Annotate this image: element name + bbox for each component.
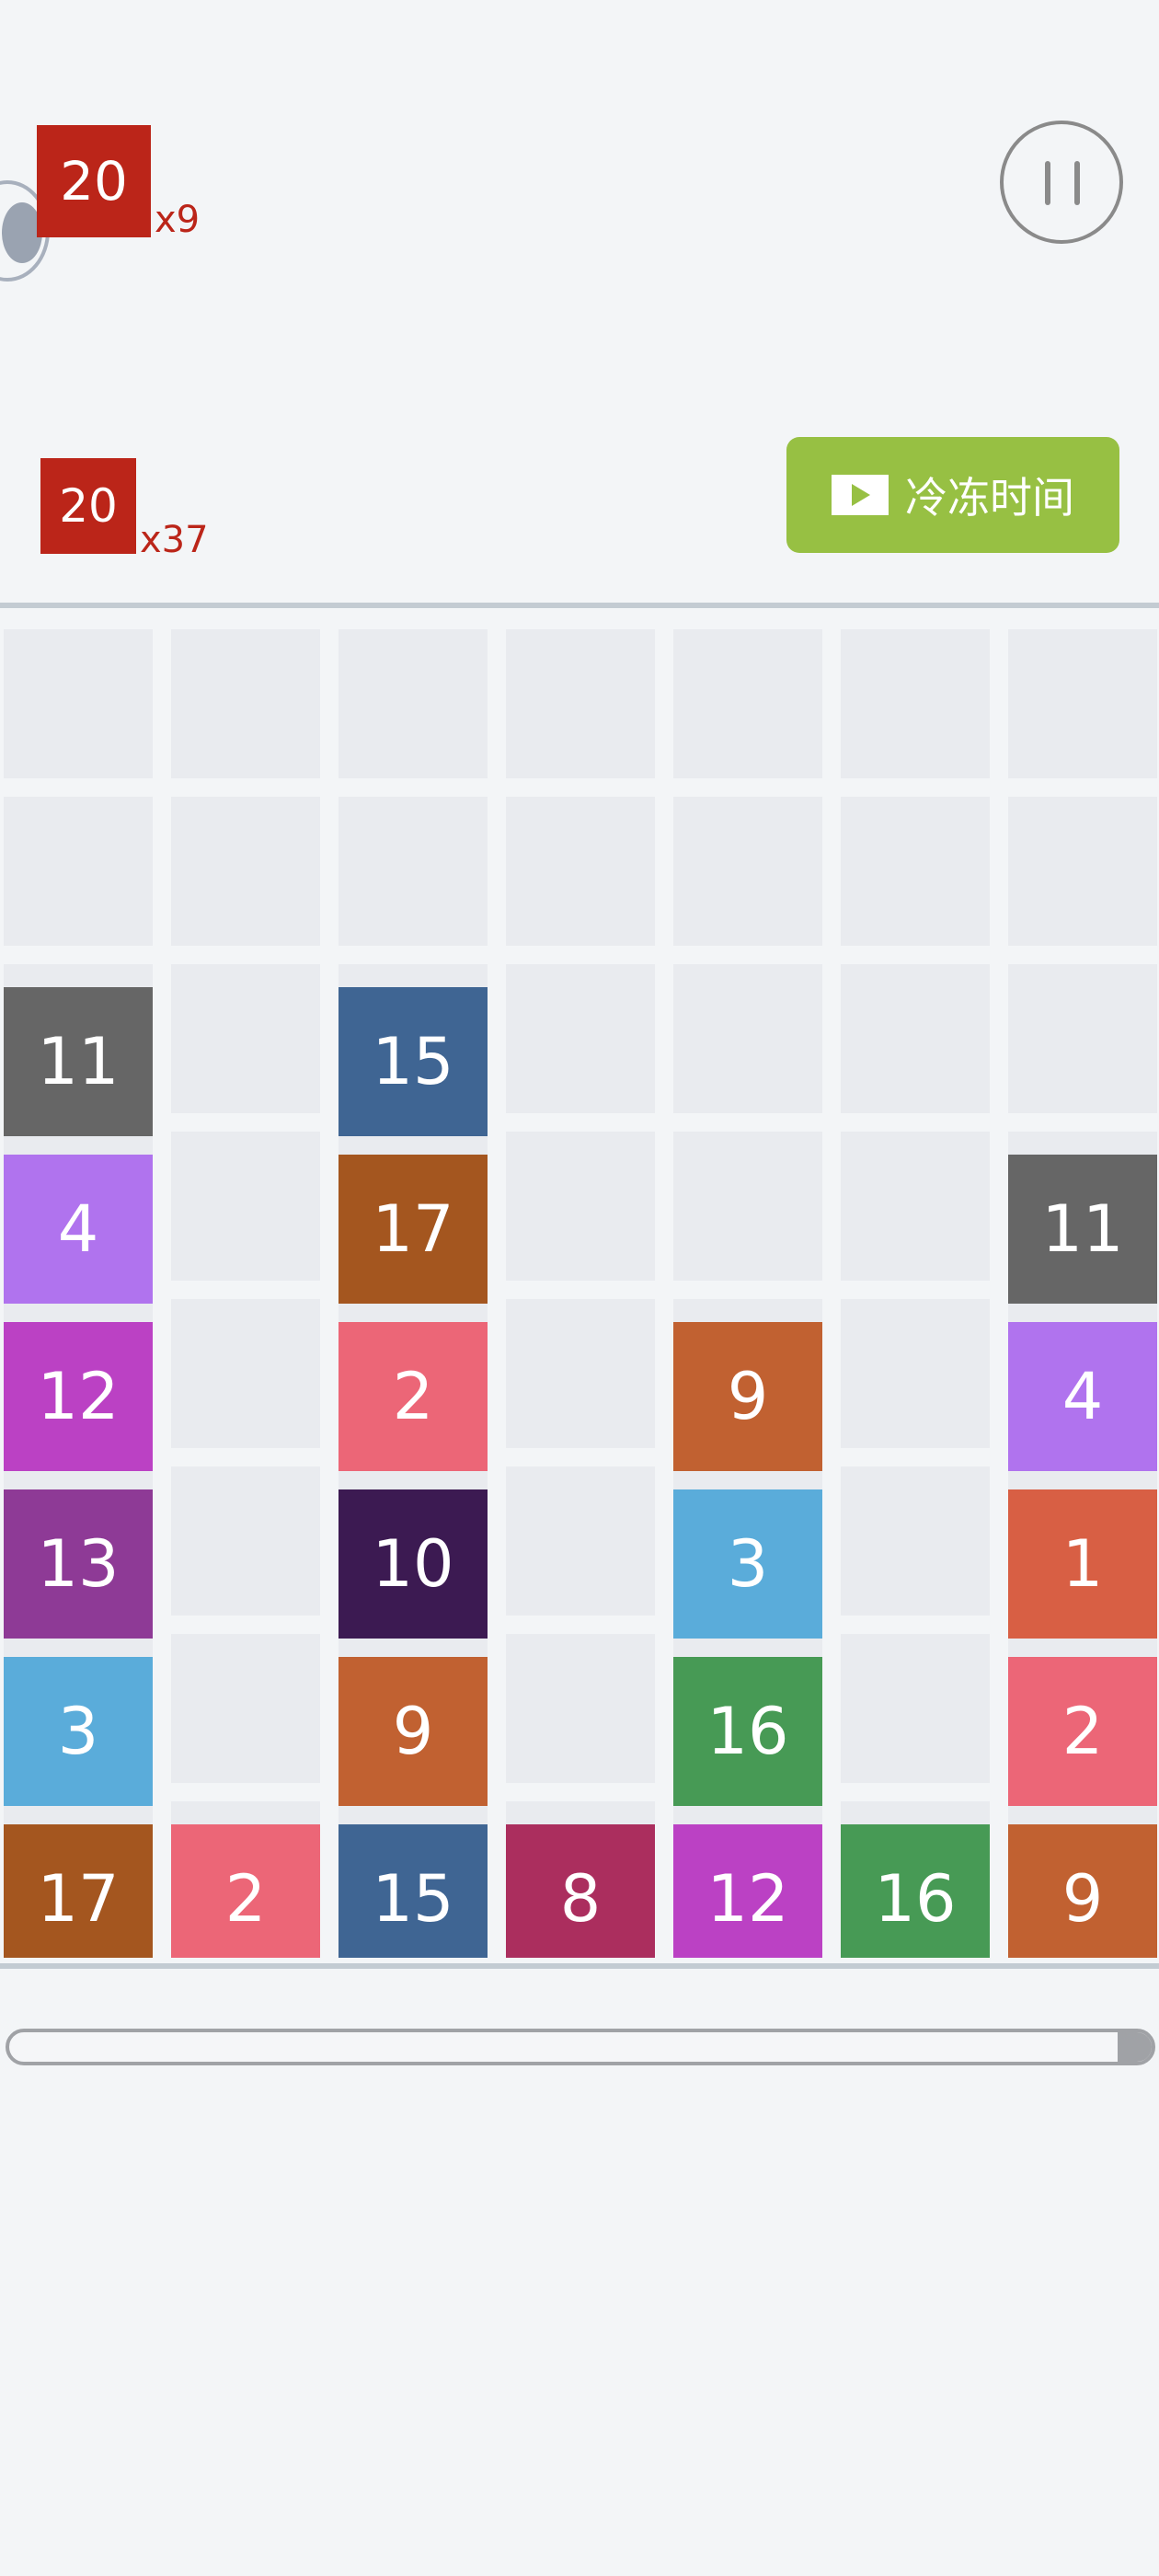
- empty-cell[interactable]: [841, 1466, 990, 1616]
- number-tile[interactable]: 15: [339, 1824, 488, 1958]
- empty-cell[interactable]: [673, 1132, 822, 1281]
- number-tile[interactable]: 17: [339, 1155, 488, 1304]
- freeze-time-label: 冷冻时间: [905, 474, 1074, 522]
- game-board[interactable]: 11 4 12 13 3 17 2 15 17 2 10 9 15 8 9 3 16 12 16 11 4 1 2 9: [0, 610, 1159, 1958]
- empty-cell[interactable]: [339, 629, 488, 778]
- empty-cell[interactable]: [841, 1132, 990, 1281]
- empty-cell[interactable]: [1008, 797, 1157, 946]
- empty-cell[interactable]: [171, 1299, 320, 1448]
- progress-fill: [1117, 2032, 1152, 2062]
- pause-icon: [1045, 161, 1050, 205]
- empty-cell[interactable]: [171, 1466, 320, 1616]
- empty-cell[interactable]: [1008, 629, 1157, 778]
- number-tile[interactable]: 16: [673, 1657, 822, 1806]
- empty-cell[interactable]: [171, 1634, 320, 1783]
- number-tile[interactable]: 9: [339, 1657, 488, 1806]
- empty-cell[interactable]: [841, 1634, 990, 1783]
- board-top-divider: [0, 603, 1159, 608]
- empty-cell[interactable]: [841, 629, 990, 778]
- film-play-icon: [832, 475, 889, 515]
- number-tile[interactable]: 2: [339, 1322, 488, 1471]
- empty-cell[interactable]: [4, 797, 153, 946]
- number-tile[interactable]: 9: [1008, 1824, 1157, 1958]
- goal-tile-secondary: 20: [40, 458, 136, 554]
- empty-cell[interactable]: [171, 797, 320, 946]
- goal-tile-primary: 20: [37, 125, 151, 237]
- number-tile[interactable]: 3: [673, 1489, 822, 1639]
- empty-cell[interactable]: [506, 1634, 655, 1783]
- number-tile[interactable]: 13: [4, 1489, 153, 1639]
- empty-cell[interactable]: [841, 964, 990, 1113]
- empty-cell[interactable]: [506, 629, 655, 778]
- empty-cell[interactable]: [506, 797, 655, 946]
- number-tile[interactable]: 1: [1008, 1489, 1157, 1639]
- pause-button[interactable]: [1000, 121, 1123, 244]
- number-tile[interactable]: 10: [339, 1489, 488, 1639]
- number-tile[interactable]: 3: [4, 1657, 153, 1806]
- number-tile[interactable]: 2: [1008, 1657, 1157, 1806]
- number-tile[interactable]: 11: [4, 987, 153, 1136]
- number-tile[interactable]: 16: [841, 1824, 990, 1958]
- number-tile[interactable]: 4: [1008, 1322, 1157, 1471]
- number-tile[interactable]: 9: [673, 1322, 822, 1471]
- time-progress-bar: [6, 2029, 1155, 2065]
- goal-count-primary: x9: [155, 199, 201, 241]
- pause-icon-bar: [1074, 161, 1080, 205]
- empty-cell[interactable]: [339, 797, 488, 946]
- number-tile[interactable]: 11: [1008, 1155, 1157, 1304]
- empty-cell[interactable]: [506, 1132, 655, 1281]
- freeze-time-button[interactable]: 冷冻时间: [786, 437, 1119, 553]
- board-bottom-divider: [0, 1963, 1159, 1969]
- empty-cell[interactable]: [841, 1299, 990, 1448]
- empty-cell[interactable]: [1008, 964, 1157, 1113]
- empty-cell[interactable]: [506, 1466, 655, 1616]
- number-tile[interactable]: 8: [506, 1824, 655, 1958]
- empty-cell[interactable]: [171, 1132, 320, 1281]
- empty-cell[interactable]: [673, 964, 822, 1113]
- empty-cell[interactable]: [506, 1299, 655, 1448]
- empty-cell[interactable]: [673, 629, 822, 778]
- empty-cell[interactable]: [841, 797, 990, 946]
- empty-cell[interactable]: [171, 629, 320, 778]
- number-tile[interactable]: 17: [4, 1824, 153, 1958]
- empty-cell[interactable]: [673, 797, 822, 946]
- number-tile[interactable]: 12: [673, 1824, 822, 1958]
- assistant-icon: [2, 202, 42, 263]
- empty-cell[interactable]: [4, 629, 153, 778]
- goal-count-secondary: x37: [140, 519, 209, 561]
- empty-cell[interactable]: [506, 964, 655, 1113]
- empty-cell[interactable]: [171, 964, 320, 1113]
- number-tile[interactable]: 4: [4, 1155, 153, 1304]
- number-tile[interactable]: 15: [339, 987, 488, 1136]
- number-tile[interactable]: 2: [171, 1824, 320, 1958]
- number-tile[interactable]: 12: [4, 1322, 153, 1471]
